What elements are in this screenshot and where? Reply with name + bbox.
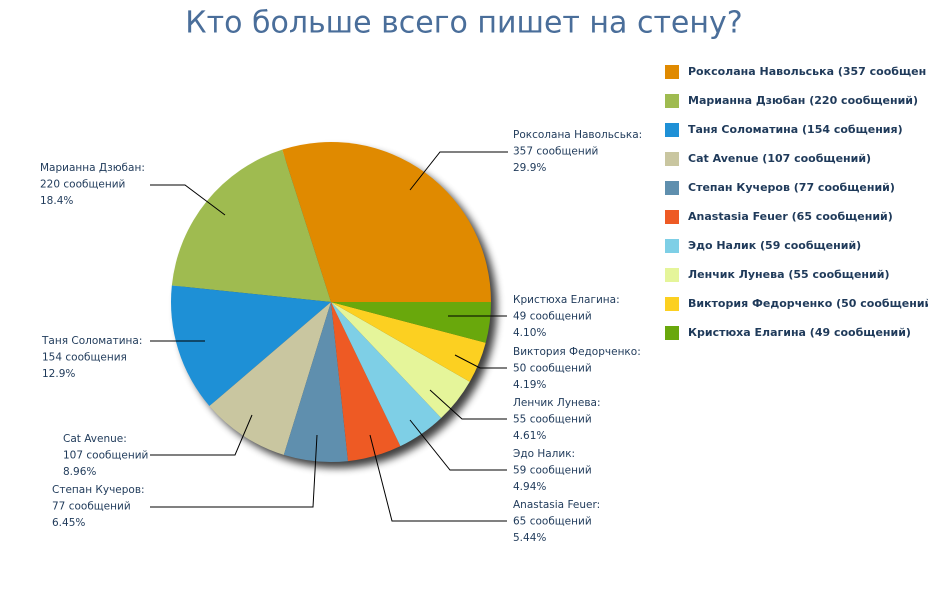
legend-label: Марианна Дзюбан (220 сообщений) xyxy=(688,94,918,107)
slice-count: 65 сообщений xyxy=(513,516,592,528)
slice-label: Ленчик Лунева: xyxy=(513,397,601,409)
slice-label: Anastasia Feuer: xyxy=(513,499,600,511)
slice-percent: 4.61% xyxy=(513,430,546,442)
slice-label: Роксолана Навольська: xyxy=(513,129,642,141)
legend-swatch xyxy=(665,210,679,224)
pie-slice xyxy=(283,302,349,462)
slice-label: Таня Соломатина: xyxy=(41,335,142,347)
slice-count: 357 сообщений xyxy=(513,146,598,158)
leader-line xyxy=(369,434,507,522)
slice-percent: 8.96% xyxy=(63,466,96,478)
pie-slice xyxy=(331,302,486,382)
legend-label: Ленчик Лунева (55 сообщений) xyxy=(688,268,889,281)
legend-swatch xyxy=(665,65,679,79)
slice-count: 50 сообщений xyxy=(513,363,592,375)
legend-swatch xyxy=(665,94,679,108)
pie-slice xyxy=(209,302,331,455)
slice-count: 55 сообщений xyxy=(513,414,592,426)
slice-percent: 5.44% xyxy=(513,532,546,544)
slice-percent: 18.4% xyxy=(40,195,73,207)
slice-percent: 6.45% xyxy=(52,517,85,529)
slice-count: 220 сообщений xyxy=(40,179,125,191)
legend-swatch xyxy=(665,239,679,253)
slice-percent: 4.94% xyxy=(513,481,546,493)
leader-line xyxy=(150,414,253,456)
slice-label: Марианна Дзюбан: xyxy=(40,162,145,174)
slice-count: 154 сообщения xyxy=(42,352,127,364)
pie-slice xyxy=(331,302,491,343)
slice-label: Cat Avenue: xyxy=(63,433,127,445)
legend-label: Кристюха Елагина (49 сообщений) xyxy=(688,326,911,339)
slice-label: Кристюха Елагина: xyxy=(513,294,620,306)
legend-swatch xyxy=(665,152,679,166)
legend-swatch xyxy=(665,123,679,137)
legend-swatch xyxy=(665,268,679,282)
leader-line xyxy=(409,419,507,471)
slice-percent: 4.19% xyxy=(513,379,546,391)
leader-line xyxy=(429,389,507,420)
legend-label: Anastasia Feuer (65 сообщений) xyxy=(688,210,893,223)
pie-slice xyxy=(331,302,470,419)
legend-swatch xyxy=(665,181,679,195)
slice-label: Степан Кучеров: xyxy=(52,484,145,496)
slice-percent: 4.10% xyxy=(513,327,546,339)
slice-label: Виктория Федорченко: xyxy=(513,346,641,358)
legend-swatch xyxy=(665,326,679,340)
legend-label: Виктория Федорченко (50 сообщений xyxy=(688,297,928,310)
chart-title: Кто больше всего пишет на стену? xyxy=(185,6,742,41)
slice-label: Эдо Налик: xyxy=(513,448,575,460)
pie-slice xyxy=(282,141,491,302)
leader-line xyxy=(409,151,508,191)
leader-line xyxy=(454,354,507,369)
slice-count: 77 сообщений xyxy=(52,501,131,513)
pie-slice xyxy=(331,302,442,447)
slice-count: 107 сообщений xyxy=(63,450,148,462)
slice-count: 59 сообщений xyxy=(513,465,592,477)
legend-label: Таня Соломатина (154 собщения) xyxy=(688,123,903,136)
slice-count: 49 сообщений xyxy=(513,311,592,323)
leader-line xyxy=(150,434,318,508)
pie-slice xyxy=(171,149,331,302)
slice-percent: 29.9% xyxy=(513,162,546,174)
legend-label: Cat Avenue (107 сообщений) xyxy=(688,152,871,165)
leader-line xyxy=(150,184,226,216)
pie-slice xyxy=(331,302,401,462)
pie-slice xyxy=(170,285,331,407)
legend-label: Степан Кучеров (77 сообщений) xyxy=(688,181,895,194)
legend-label: Роксолана Навольська (357 сообщен xyxy=(688,65,926,78)
slice-percent: 12.9% xyxy=(42,368,75,380)
legend-label: Эдо Налик (59 сообщений) xyxy=(688,239,861,252)
legend-swatch xyxy=(665,297,679,311)
